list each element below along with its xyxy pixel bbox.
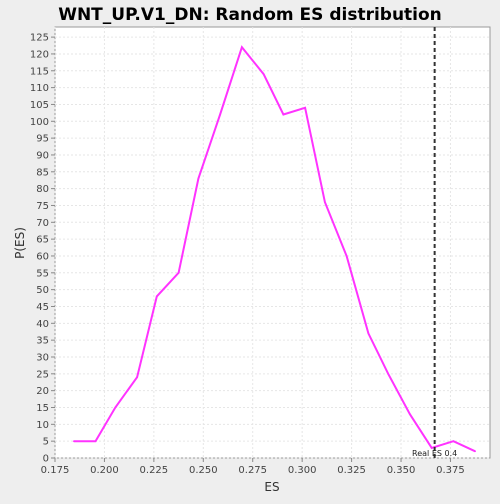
data-point — [367, 332, 370, 335]
y-tick-label: 30 — [36, 352, 49, 363]
x-tick-label: 0.175 — [41, 465, 70, 476]
y-axis-label: P(ES) — [13, 227, 27, 259]
data-point — [72, 440, 75, 442]
y-tick-label: 5 — [43, 437, 49, 448]
series-line — [73, 45, 476, 453]
data-point — [197, 177, 200, 180]
y-tick-label: 20 — [36, 386, 49, 397]
y-tick-label: 0 — [43, 454, 49, 465]
y-tick-label: 125 — [30, 33, 49, 44]
y-tick-label: 110 — [30, 83, 49, 94]
data-point — [262, 73, 265, 75]
x-tick-label: 0.350 — [387, 465, 416, 476]
data-point — [94, 440, 97, 442]
y-tick-label: 60 — [36, 251, 49, 262]
chart-title: WNT_UP.V1_DN: Random ES distribution — [58, 5, 442, 25]
y-tick-label: 70 — [36, 218, 49, 229]
data-point — [452, 440, 455, 442]
y-tick-label: 10 — [36, 420, 49, 431]
grid-lines — [54, 27, 490, 459]
y-tick-label: 115 — [30, 66, 49, 77]
x-tick-label: 0.275 — [238, 465, 267, 476]
y-tick-label: 120 — [30, 49, 49, 60]
data-point — [114, 406, 117, 409]
data-point — [345, 255, 348, 257]
y-tick-label: 90 — [36, 150, 49, 161]
y-tick-label: 40 — [36, 319, 49, 330]
data-point — [136, 376, 138, 378]
x-tick-label: 0.225 — [140, 465, 169, 476]
x-tick-label: 0.250 — [189, 465, 218, 476]
x-tick-label: 0.300 — [288, 465, 317, 476]
data-point — [430, 447, 433, 449]
x-tick-label: 0.200 — [90, 465, 119, 476]
plot-area — [54, 26, 491, 459]
annotations: Real ES 0.4 — [412, 27, 457, 458]
y-tick-label: 50 — [36, 285, 49, 296]
y-tick-label: 75 — [36, 201, 49, 212]
x-tick-label: 0.375 — [436, 465, 465, 476]
data-point — [219, 113, 221, 116]
y-tick-label: 45 — [36, 302, 49, 313]
data-point — [304, 107, 306, 109]
y-tick-label: 25 — [36, 369, 49, 380]
x-axis-label: ES — [264, 480, 279, 494]
data-point — [177, 272, 180, 274]
data-point — [241, 46, 243, 49]
y-tick-label: 55 — [36, 268, 49, 279]
y-tick-label: 95 — [36, 134, 49, 145]
y-tick-label: 35 — [36, 336, 49, 347]
y-tick-label: 100 — [30, 117, 49, 128]
y-tick-label: 105 — [30, 100, 49, 111]
data-point — [387, 373, 389, 375]
x-tick-label: 0.325 — [337, 465, 366, 476]
y-tick-label: 80 — [36, 184, 49, 195]
axis-ticks: 0 5 10 15 20 25 30 35 40 45 50 55 60 65 70 75 80 85 90 95 10… — [30, 33, 465, 476]
y-tick-label: 65 — [36, 235, 49, 246]
data-point — [409, 413, 411, 416]
y-tick-label: 85 — [36, 167, 49, 178]
series-layer — [72, 45, 476, 453]
data-point — [474, 450, 476, 453]
y-tick-label: 15 — [36, 403, 49, 414]
data-point — [282, 113, 285, 116]
data-point — [156, 295, 158, 298]
data-point — [324, 201, 326, 203]
real-es-label: Real ES 0.4 — [412, 449, 457, 458]
